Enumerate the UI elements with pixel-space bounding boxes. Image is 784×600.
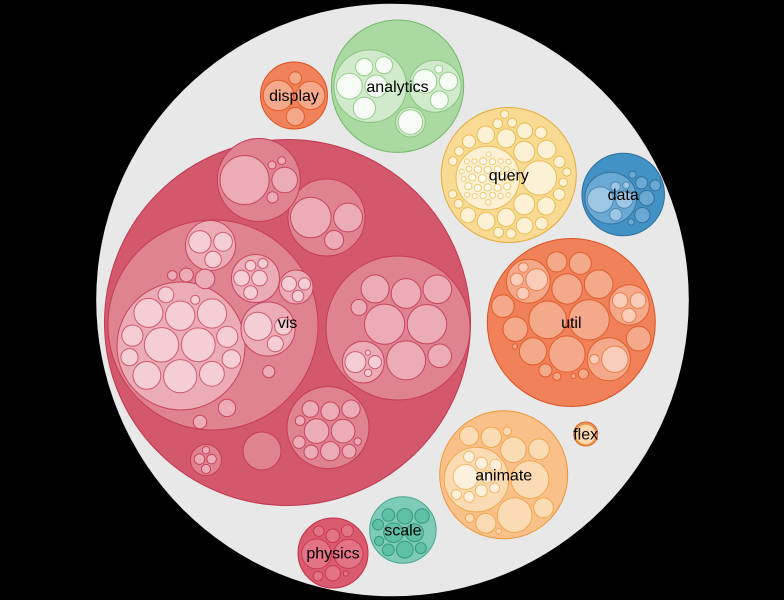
svg-text:analytics: analytics [366, 79, 428, 96]
svg-text:display: display [269, 88, 319, 105]
svg-text:scale: scale [384, 523, 421, 540]
svg-text:data: data [608, 187, 639, 204]
svg-text:vis: vis [278, 315, 298, 332]
svg-text:animate: animate [475, 467, 532, 484]
svg-text:util: util [561, 315, 581, 332]
svg-text:physics: physics [306, 546, 359, 563]
svg-text:query: query [489, 168, 529, 185]
svg-text:flex: flex [573, 427, 598, 444]
